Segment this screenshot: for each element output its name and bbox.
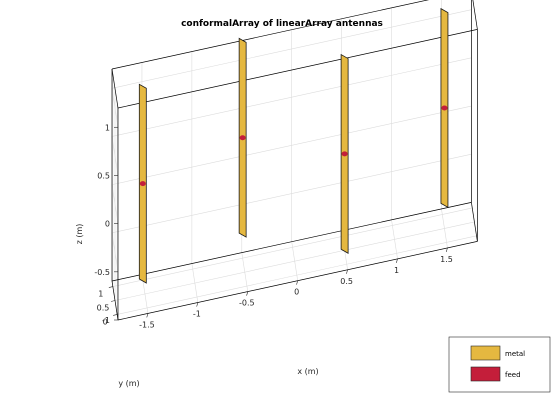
y-tick-label-1: 0.5 [97,304,110,313]
z-tick-label-2: 0 [105,220,110,229]
axes-box [111,0,478,321]
x-tick-mark-5 [396,258,398,263]
x-tick-mark-4 [346,269,348,274]
x-tick-mark-6 [445,247,448,253]
x-tick-label-5: 1 [394,266,399,275]
x-tick-mark-0 [146,313,149,318]
grid-line-floor-y-1 [114,221,475,301]
y-tick-mark-0 [113,314,118,316]
legend-label-feed: feed [505,371,521,379]
y-tick-mark-1 [110,300,116,302]
box-edge-3 [111,0,430,70]
legend: metal feed [448,336,551,393]
feed-point-1 [239,135,246,141]
box-edge-6 [111,68,119,109]
x-tick-mark-1 [196,302,199,307]
grid-line-back-z-1 [111,153,472,234]
x-tick-label-4: 0.5 [340,277,353,286]
grid-line-floor-y-2 [112,207,473,287]
box-edge-7 [472,0,478,30]
y-tick-label-0: 0 [103,317,108,326]
z-tick-label-4: 1 [105,123,110,132]
x-axis-label: x (m) [297,367,318,376]
z-tick-label-1: -0.5 [94,268,110,277]
legend-swatch-feed [470,366,501,382]
legend-swatch-metal [470,345,501,361]
box-edge-5 [471,202,478,242]
legend-box [448,336,551,393]
x-tick-mark-3 [296,280,298,285]
tick-labels: -1.5 -1 -0.5 0 0.5 1 1.5 0 0.5 1 -1 -0.5 0 0.5 1 [94,123,452,329]
y-tick-label-2: 1 [98,290,103,299]
legend-label-metal: metal [505,350,525,358]
x-tick-label-2: -0.5 [239,299,255,308]
z-axis-label: z (m) [75,224,84,245]
grid-line-back-z-3 [111,57,472,137]
y-axis-label: y (m) [118,379,139,388]
x-tick-label-3: 0 [294,288,299,297]
x-tick-label-6: 1.5 [440,255,453,264]
box-edge-1 [111,202,472,282]
x-tick-label-0: -1.5 [139,320,155,329]
box-edge-2 [117,29,478,109]
feed-point-3 [441,105,448,111]
feed-point-2 [341,151,348,157]
feed-point-0 [139,181,146,187]
antenna-elements [138,7,449,284]
z-tick-label-0: -1 [102,316,110,325]
x-tick-label-1: -1 [193,310,201,319]
y-tick-mark-2 [108,286,113,288]
grid-line-floor-y-0 [117,235,477,315]
z-tick-label-3: 0.5 [97,171,110,180]
x-tick-mark-2 [246,291,249,296]
grid-line-back-z-4 [111,9,472,89]
chart-title: conformalArray of linearArray antennas [181,19,383,29]
grid-line-back-z-2 [111,105,472,185]
grid-layer [111,0,477,321]
